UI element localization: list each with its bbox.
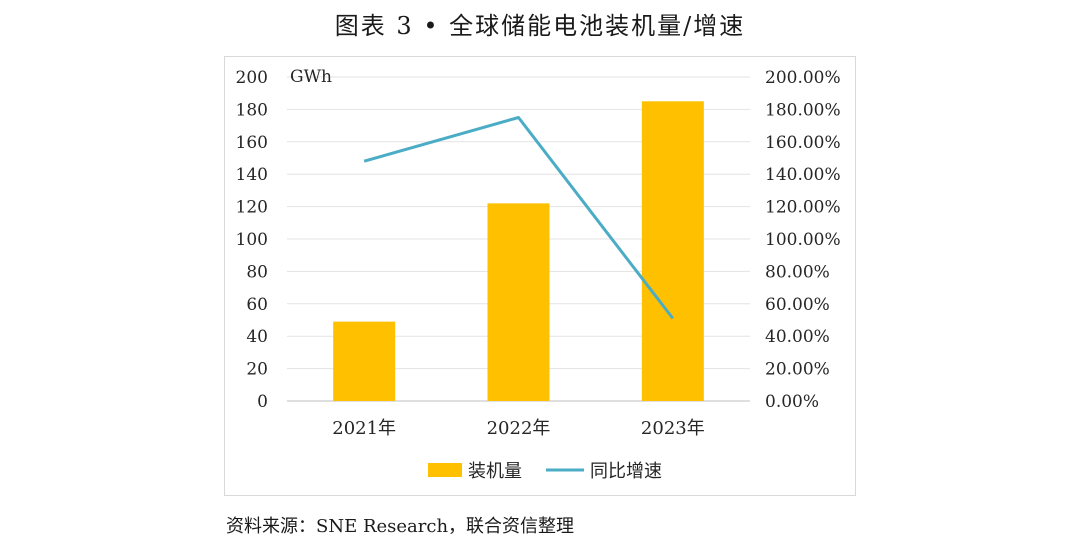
bar: [333, 321, 396, 401]
x-tick-label: 2023年: [641, 418, 705, 439]
bar: [487, 203, 550, 401]
y-left-tick-label: 120: [236, 198, 268, 218]
y-left-tick-label: 180: [236, 100, 268, 120]
y-right-tick-label: 40.00%: [765, 327, 830, 347]
legend-label: 装机量: [468, 461, 522, 482]
source-note: 资料来源：SNE Research，联合资信整理: [226, 516, 575, 537]
y-right-tick-label: 180.00%: [765, 100, 841, 120]
legend-swatch-bar: [428, 463, 462, 477]
y-left-tick-label: 20: [246, 360, 268, 380]
y-right-tick-label: 80.00%: [765, 262, 830, 282]
y-right-tick-label: 200.00%: [765, 68, 841, 88]
y-left-unit-label: GWh: [290, 67, 332, 87]
y-left-tick-label: 40: [246, 327, 268, 347]
y-left-tick-label: 60: [246, 295, 268, 315]
y-left-tick-label: 80: [246, 262, 268, 282]
y-right-tick-label: 160.00%: [765, 133, 841, 153]
y-right-tick-label: 140.00%: [765, 165, 841, 185]
chart-title: 图表 3 • 全球储能电池装机量/增速: [334, 12, 746, 40]
y-right-tick-label: 100.00%: [765, 230, 841, 250]
chart-frame: [224, 56, 856, 496]
growth-rate-line: [363, 116, 675, 320]
y-left-tick-label: 0: [257, 392, 268, 412]
x-tick-label: 2022年: [487, 418, 551, 439]
y-right-tick-label: 60.00%: [765, 295, 830, 315]
bar: [641, 101, 704, 402]
y-right-tick-label: 0.00%: [765, 392, 819, 412]
y-left-tick-label: 160: [236, 133, 268, 153]
y-right-tick-label: 120.00%: [765, 198, 841, 218]
x-tick-label: 2021年: [332, 418, 396, 439]
y-right-tick-label: 20.00%: [765, 360, 830, 380]
y-left-tick-label: 200: [236, 68, 268, 88]
y-left-tick-label: 100: [236, 230, 268, 250]
y-left-tick-label: 140: [236, 165, 268, 185]
legend-label: 同比增速: [590, 461, 662, 482]
